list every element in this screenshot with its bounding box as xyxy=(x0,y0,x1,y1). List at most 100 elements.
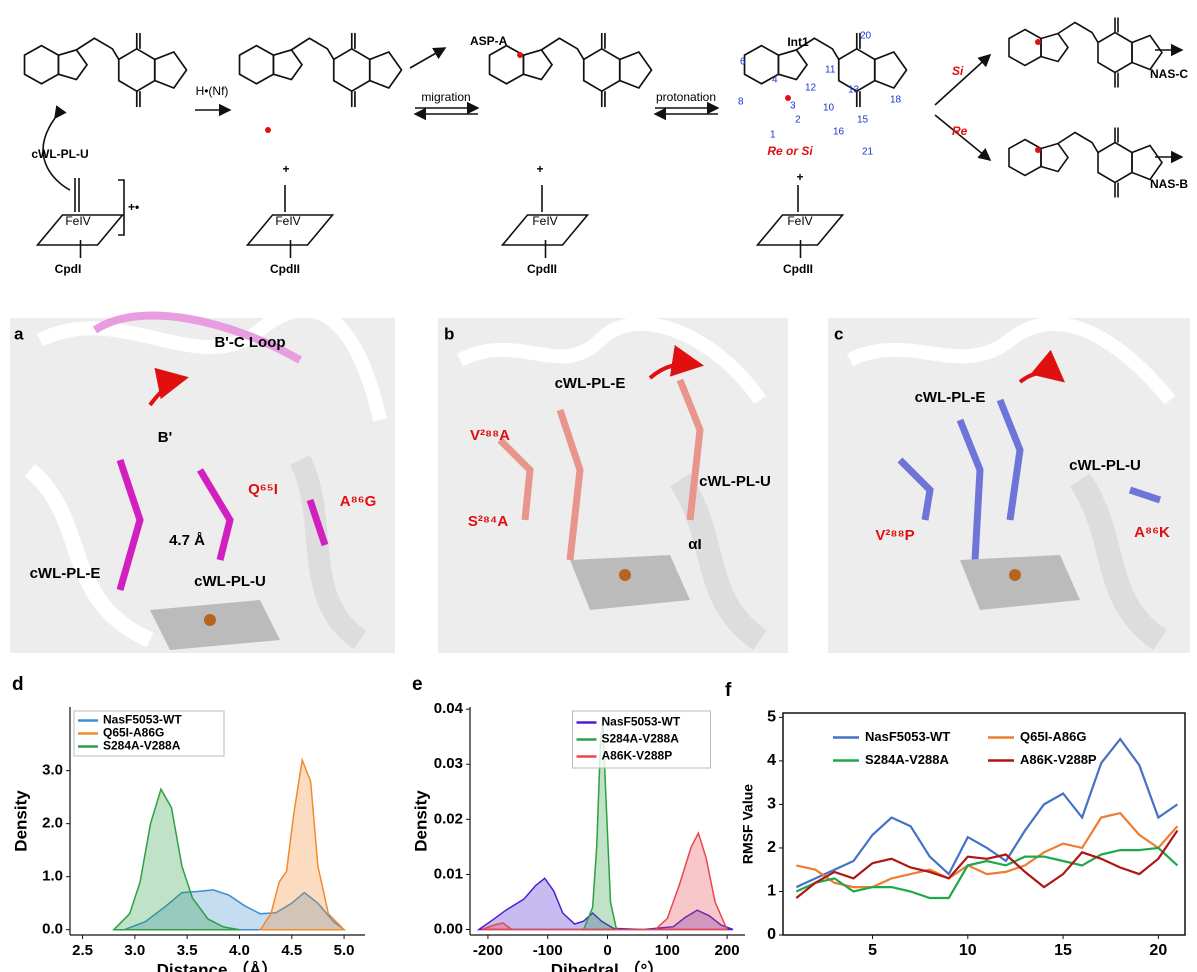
y-tick-label: 0.02 xyxy=(434,810,463,827)
structure-label: cWL-PL-E xyxy=(30,565,101,582)
atom-number: 20 xyxy=(860,31,872,42)
scheme-label: protonation xyxy=(656,90,716,104)
y-tick-label: 3.0 xyxy=(42,762,63,779)
scheme-label: FeIV xyxy=(65,214,90,228)
legend-label: A86K-V288P xyxy=(602,749,673,763)
legend-label: NasF5053-WT xyxy=(865,729,950,744)
x-tick-label: 5 xyxy=(868,942,877,959)
scheme-label: ASP-A xyxy=(470,34,508,48)
legend-label: NasF5053-WT xyxy=(103,713,182,727)
x-tick-label: 10 xyxy=(959,942,977,959)
y-tick-label: 3 xyxy=(767,796,776,813)
structure-label: A⁸⁶G xyxy=(340,493,377,510)
x-tick-label: 20 xyxy=(1149,942,1167,959)
atom-number: 6 xyxy=(740,57,746,68)
scheme-label: H•(Nf) xyxy=(196,84,229,98)
series-line xyxy=(795,829,1179,899)
series-line xyxy=(796,811,1179,889)
panel-letter: d xyxy=(12,674,24,695)
y-tick-label: 0.00 xyxy=(434,920,463,937)
scheme-label: Re or Si xyxy=(767,144,813,158)
scheme-label: FeIV xyxy=(532,214,557,228)
structure-label: V²⁸⁸P xyxy=(875,527,914,544)
y-tick-label: 1 xyxy=(767,883,776,900)
scheme-label: + xyxy=(282,162,289,176)
panel-letter: e xyxy=(412,674,423,695)
structure-label: cWL-PL-U xyxy=(194,573,266,590)
y-tick-label: 1.0 xyxy=(42,868,63,885)
scheme-label: + xyxy=(796,170,803,184)
structure-label: Q⁶⁵I xyxy=(248,481,278,498)
scheme-label: +• xyxy=(128,200,139,214)
scheme-label: cWL-PL-U xyxy=(31,147,88,161)
scheme-label: Re xyxy=(952,124,968,138)
scheme-label: CpdII xyxy=(783,262,813,276)
legend-label: S284A-V288A xyxy=(103,739,181,753)
atom-number: 1 xyxy=(770,130,776,141)
scheme-label: migration xyxy=(421,90,470,104)
legend-label: S284A-V288A xyxy=(865,752,949,767)
scheme-label: NAS-B xyxy=(1150,177,1188,191)
structure-label: αI xyxy=(688,536,701,553)
legend-label: Q65I-A86G xyxy=(1020,729,1086,744)
structure-label: cWL-PL-U xyxy=(1069,457,1141,474)
x-tick-label: 4.5 xyxy=(281,942,302,959)
structure-label: V²⁸⁸A xyxy=(470,427,510,444)
scheme-label: Int1 xyxy=(787,35,809,49)
atom-number: 2 xyxy=(795,115,801,126)
scheme-label: CpdII xyxy=(527,262,557,276)
atom-number: 3 xyxy=(790,101,796,112)
x-tick-label: 2.5 xyxy=(72,942,93,959)
plot-frame xyxy=(782,712,1186,936)
structure-label: B'-C Loop xyxy=(214,334,285,351)
x-tick-label: -100 xyxy=(533,942,563,959)
scheme-label: CpdII xyxy=(270,262,300,276)
structure-label: cWL-PL-E xyxy=(915,389,986,406)
y-tick-label: 5 xyxy=(767,709,776,726)
x-tick-label: 5.0 xyxy=(334,942,355,959)
density-area xyxy=(481,831,729,931)
scheme-label: FeIV xyxy=(787,214,812,228)
panel-letter: a xyxy=(14,324,24,343)
structure-label: cWL-PL-E xyxy=(555,375,626,392)
atom-number: 12 xyxy=(805,83,817,94)
scheme-label: + xyxy=(536,162,543,176)
legend-box xyxy=(73,710,225,757)
y-tick-label: 0.0 xyxy=(42,921,63,938)
structure-label: B' xyxy=(158,429,172,446)
y-tick-label: 2.0 xyxy=(42,815,63,832)
atom-number: 11 xyxy=(825,65,836,76)
x-tick-label: 200 xyxy=(715,942,740,959)
y-tick-label: 2 xyxy=(767,839,776,856)
scheme-label: Si xyxy=(952,64,964,78)
atom-number: 13 xyxy=(848,85,860,96)
x-axis-label: Distance （Å） xyxy=(157,959,279,972)
panel-letter: c xyxy=(834,324,843,343)
atom-number: 8 xyxy=(738,97,744,108)
scheme-label: FeIV xyxy=(275,214,300,228)
y-tick-label: 0 xyxy=(767,926,776,943)
y-axis-label: Density xyxy=(11,790,30,852)
x-tick-label: 0 xyxy=(603,942,611,959)
y-tick-label: 0.04 xyxy=(434,700,464,717)
x-tick-label: -200 xyxy=(473,942,503,959)
series-line xyxy=(795,737,1179,889)
structure-label: A⁸⁶K xyxy=(1134,524,1170,541)
structure-label: S²⁸⁴A xyxy=(468,513,509,530)
y-axis-label: RMSF Value xyxy=(740,784,756,864)
scheme: cWL-PL-U H•(Nf) ASP-A migration protonat… xyxy=(23,16,1188,276)
charts: 2.5 3.0 3.5 4.0 4.5 5.0 0.0 1.0 2.0 3.0 d Distance … xyxy=(11,674,1186,972)
legend-label: A86K-V288P xyxy=(1020,752,1097,767)
x-tick-label: 4.0 xyxy=(229,942,250,959)
series-line xyxy=(795,846,1179,900)
panel-letter: f xyxy=(725,680,732,701)
panel-letter: b xyxy=(444,324,454,343)
y-tick-label: 0.01 xyxy=(434,865,463,882)
density-area xyxy=(112,787,240,931)
structure-label: 4.7 Å xyxy=(169,532,205,549)
scheme-label: NAS-C xyxy=(1150,67,1188,81)
atom-number: 16 xyxy=(833,127,845,138)
atom-number: 10 xyxy=(823,103,835,114)
x-axis-label: Dihedral （°） xyxy=(551,959,665,972)
x-tick-label: 3.5 xyxy=(177,942,198,959)
